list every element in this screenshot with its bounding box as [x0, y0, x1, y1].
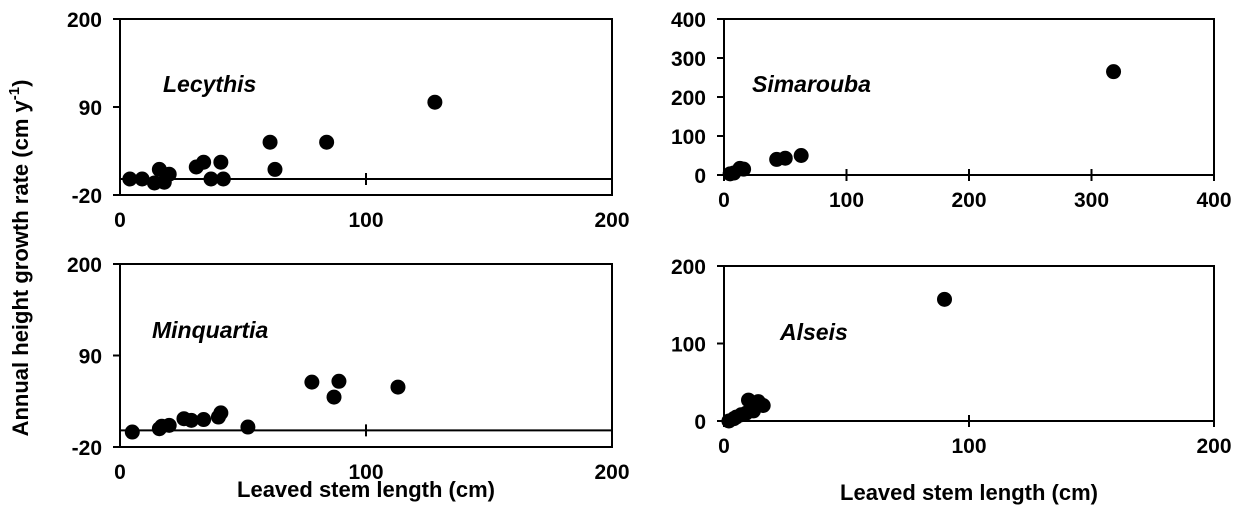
x-tick-label: 200 — [1196, 435, 1231, 458]
data-point — [937, 291, 952, 307]
data-point — [326, 389, 342, 405]
data-point — [390, 379, 406, 395]
data-point — [427, 94, 443, 110]
data-point — [736, 161, 752, 177]
y-tick-label: 200 — [67, 9, 102, 32]
x-tick-label: 300 — [1074, 189, 1109, 212]
y-tick-label: 200 — [671, 256, 706, 279]
data-point — [1106, 64, 1122, 80]
data-point — [240, 419, 256, 435]
y-tick-label: 100 — [671, 126, 706, 149]
y-tick-label: 100 — [671, 334, 706, 357]
data-point — [319, 134, 335, 150]
data-point — [262, 134, 278, 150]
data-point — [203, 171, 219, 187]
data-point — [755, 398, 771, 413]
data-point — [793, 148, 809, 163]
chart-panel-4: 0 100 200 0 100 200 Alseis Leaved stem length (… — [671, 256, 1232, 505]
x-axis-title: Leaved stem length (cm) — [840, 480, 1098, 505]
species-label: Lecythis — [163, 71, 256, 97]
y-axis-title-main: Annual height growth rate (cm y — [8, 100, 33, 437]
x-tick-label: 0 — [718, 435, 730, 458]
y-tick-label: -20 — [72, 437, 102, 460]
data-point — [777, 150, 793, 166]
y-axis-title: Annual height growth rate (cm y-1) — [6, 80, 33, 437]
species-label: Alseis — [779, 319, 848, 345]
y-axis-title-close: ) — [8, 80, 33, 87]
x-tick-label: 100 — [829, 189, 864, 212]
y-tick-label: 90 — [79, 346, 102, 369]
chart-panel-3: -20 90 200 0 100 200 Minquartia Leaved stem len… — [67, 254, 630, 502]
data-point — [267, 161, 283, 177]
data-point — [134, 171, 150, 187]
x-tick-label: 0 — [718, 189, 730, 212]
data-point — [215, 171, 231, 187]
x-tick-label: 200 — [594, 461, 629, 484]
x-tick-label: 200 — [951, 189, 986, 212]
chart-panel-1: -20 90 200 0 100 200 Lecythis — [67, 9, 630, 232]
x-tick-label: 100 — [348, 209, 383, 232]
y-tick-label: 200 — [67, 254, 102, 277]
data-point — [161, 417, 177, 433]
data-point — [122, 171, 138, 187]
x-tick-label: 0 — [114, 461, 126, 484]
data-point — [213, 154, 229, 170]
x-tick-label: 200 — [594, 209, 629, 232]
y-tick-label: 400 — [671, 9, 706, 32]
data-point — [196, 412, 212, 428]
y-tick-label: 200 — [671, 87, 706, 110]
chart-panel-2: 0 100 200 300 400 0 100 200 300 400 Simarouba — [671, 9, 1232, 212]
x-tick-label: 100 — [951, 435, 986, 458]
species-label: Simarouba — [752, 71, 871, 97]
data-point — [213, 405, 229, 421]
data-point — [183, 412, 199, 428]
x-tick-label: 0 — [114, 209, 126, 232]
data-point — [124, 424, 140, 440]
data-point — [331, 373, 347, 389]
data-point — [161, 166, 177, 182]
y-tick-label: 300 — [671, 48, 706, 71]
y-tick-label: 0 — [694, 411, 706, 434]
y-tick-label: -20 — [72, 185, 102, 208]
x-axis-title: Leaved stem length (cm) — [237, 477, 495, 502]
species-label: Minquartia — [152, 317, 268, 343]
y-tick-label: 90 — [79, 97, 102, 120]
x-tick-label: 100 — [348, 461, 383, 484]
data-point — [304, 374, 320, 390]
y-tick-label: 0 — [694, 165, 706, 188]
data-point — [196, 154, 212, 170]
y-axis-title-superscript: -1 — [6, 87, 23, 100]
x-tick-label: 400 — [1196, 189, 1231, 212]
